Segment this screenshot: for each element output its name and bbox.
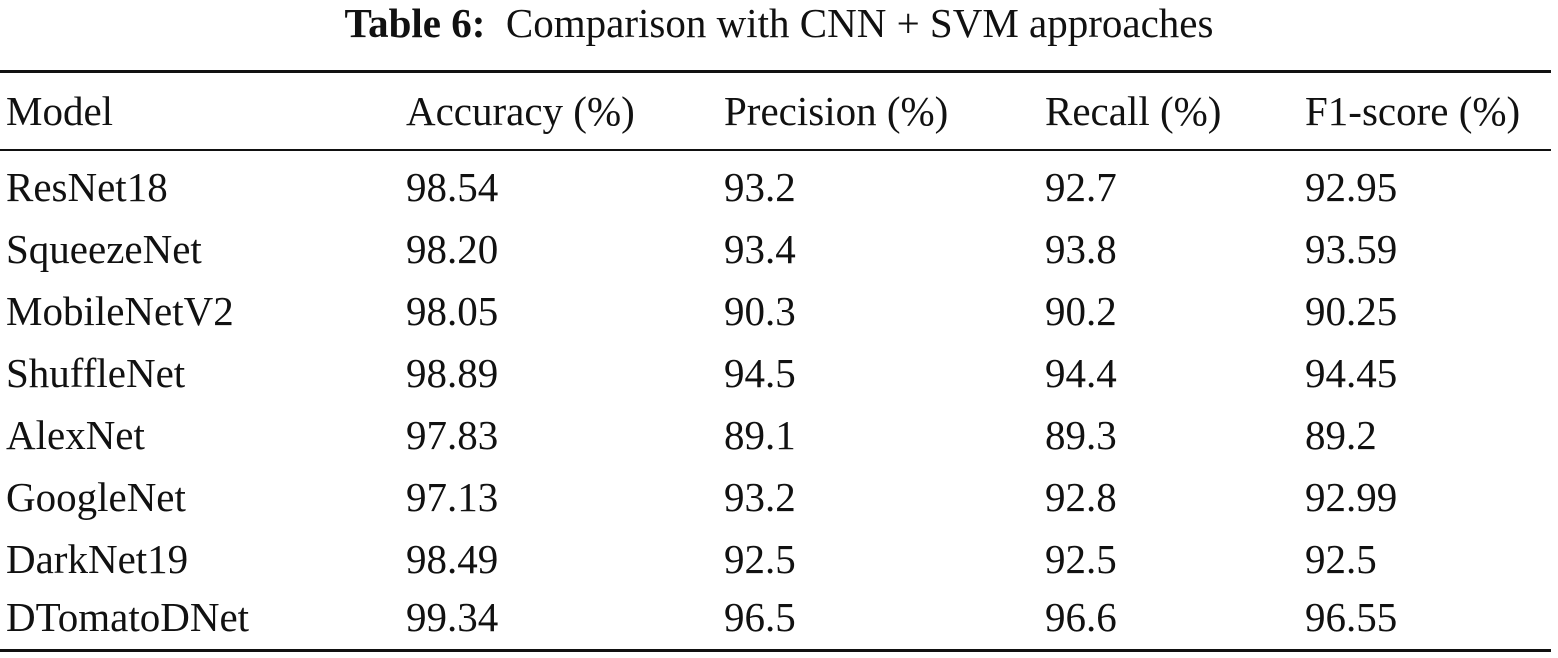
bottom-rule [0,649,1551,652]
table-number: Table 6: [344,0,486,46]
cell-precision: 92.5 [724,536,796,582]
table-row: ResNet18 98.54 93.2 92.7 92.95 [0,156,1551,218]
cell-f1-score: 92.95 [1305,164,1398,210]
top-rule [0,70,1551,73]
table-row: DTomatoDNet 99.34 96.5 96.6 96.55 [0,586,1551,648]
header-rule [0,149,1551,151]
table-header-row: Model Accuracy (%) Precision (%) Recall … [0,80,1551,142]
cell-recall: 96.6 [1045,594,1117,640]
cell-recall: 89.3 [1045,412,1117,458]
cell-f1-score: 92.5 [1305,536,1377,582]
cell-accuracy: 98.05 [406,288,499,334]
table-row: MobileNetV2 98.05 90.3 90.2 90.25 [0,280,1551,342]
cell-model: GoogleNet [6,474,186,520]
cell-accuracy: 97.13 [406,474,499,520]
cell-f1-score: 89.2 [1305,412,1377,458]
cell-model: SqueezeNet [6,226,202,272]
cell-precision: 93.4 [724,226,796,272]
table-row: ShuffleNet 98.89 94.5 94.4 94.45 [0,342,1551,404]
cell-precision: 93.2 [724,474,796,520]
cell-recall: 90.2 [1045,288,1117,334]
cell-precision: 94.5 [724,350,796,396]
cell-f1-score: 90.25 [1305,288,1398,334]
cell-accuracy: 98.89 [406,350,499,396]
cell-recall: 94.4 [1045,350,1117,396]
table-row: GoogleNet 97.13 93.2 92.8 92.99 [0,466,1551,528]
cell-model: ResNet18 [6,164,168,210]
cell-accuracy: 97.83 [406,412,499,458]
table-row: SqueezeNet 98.20 93.4 93.8 93.59 [0,218,1551,280]
header-accuracy: Accuracy (%) [406,88,635,134]
cell-recall: 93.8 [1045,226,1117,272]
cell-model: DTomatoDNet [6,594,250,640]
cell-model: AlexNet [6,412,145,458]
table-row: DarkNet19 98.49 92.5 92.5 92.5 [0,528,1551,590]
table-title: Comparison with CNN + SVM approaches [505,0,1214,46]
cell-precision: 90.3 [724,288,796,334]
cell-accuracy: 98.49 [406,536,499,582]
cell-model: ShuffleNet [6,350,186,396]
header-recall: Recall (%) [1045,88,1222,134]
cell-precision: 96.5 [724,594,796,640]
cell-model: MobileNetV2 [6,288,234,334]
cell-precision: 89.1 [724,412,796,458]
cell-accuracy: 98.20 [406,226,499,272]
table-row: AlexNet 97.83 89.1 89.3 89.2 [0,404,1551,466]
cell-accuracy: 98.54 [406,164,499,210]
header-f1-score: F1-score (%) [1305,88,1521,134]
cell-recall: 92.5 [1045,536,1117,582]
cell-recall: 92.8 [1045,474,1117,520]
cell-f1-score: 92.99 [1305,474,1398,520]
header-model: Model [6,88,114,134]
table-caption: Table 6: Comparison with CNN + SVM appro… [0,0,1558,52]
cell-f1-score: 93.59 [1305,226,1398,272]
cell-accuracy: 99.34 [406,594,499,640]
cell-f1-score: 94.45 [1305,350,1398,396]
cell-model: DarkNet19 [6,536,189,582]
cell-precision: 93.2 [724,164,796,210]
cell-recall: 92.7 [1045,164,1117,210]
header-precision: Precision (%) [724,88,949,134]
cell-f1-score: 96.55 [1305,594,1398,640]
